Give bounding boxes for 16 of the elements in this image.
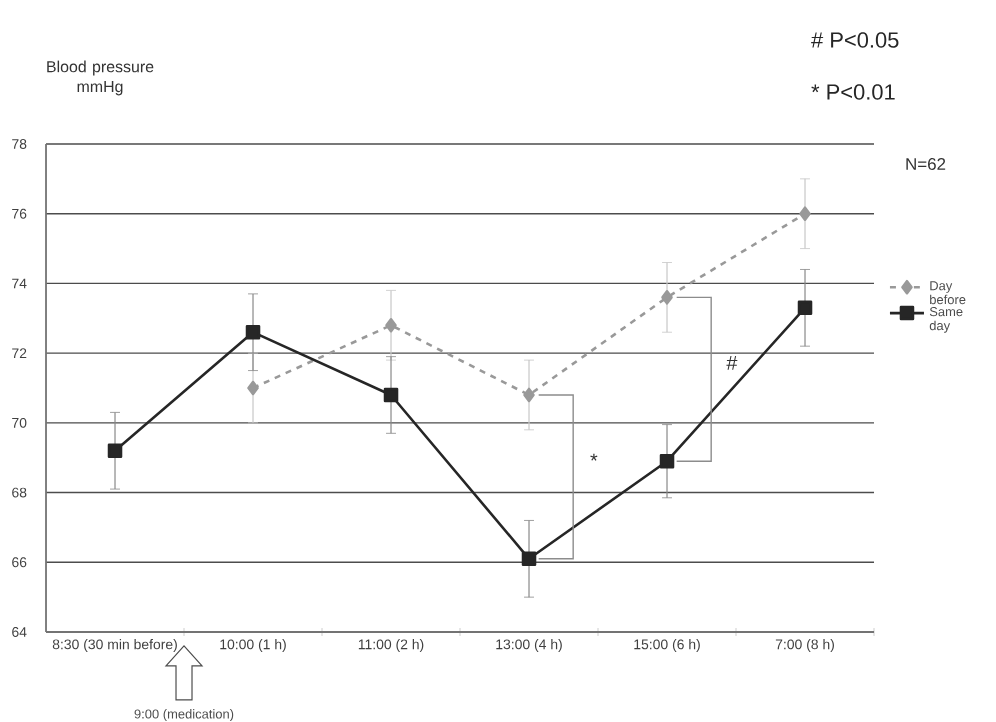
point [659, 453, 675, 469]
point [523, 387, 535, 403]
point [107, 443, 123, 459]
point [521, 551, 537, 567]
point [385, 317, 397, 333]
text: N=62 [906, 158, 946, 170]
point [797, 300, 813, 316]
point [247, 380, 259, 396]
point [799, 206, 811, 221]
annotation: * [590, 453, 598, 461]
point [661, 290, 673, 305]
point [245, 324, 261, 340]
text: # P<0.05 [811, 32, 899, 48]
text: * P<0.01 [811, 84, 895, 100]
point [383, 387, 399, 403]
annotation: # [726, 356, 738, 370]
